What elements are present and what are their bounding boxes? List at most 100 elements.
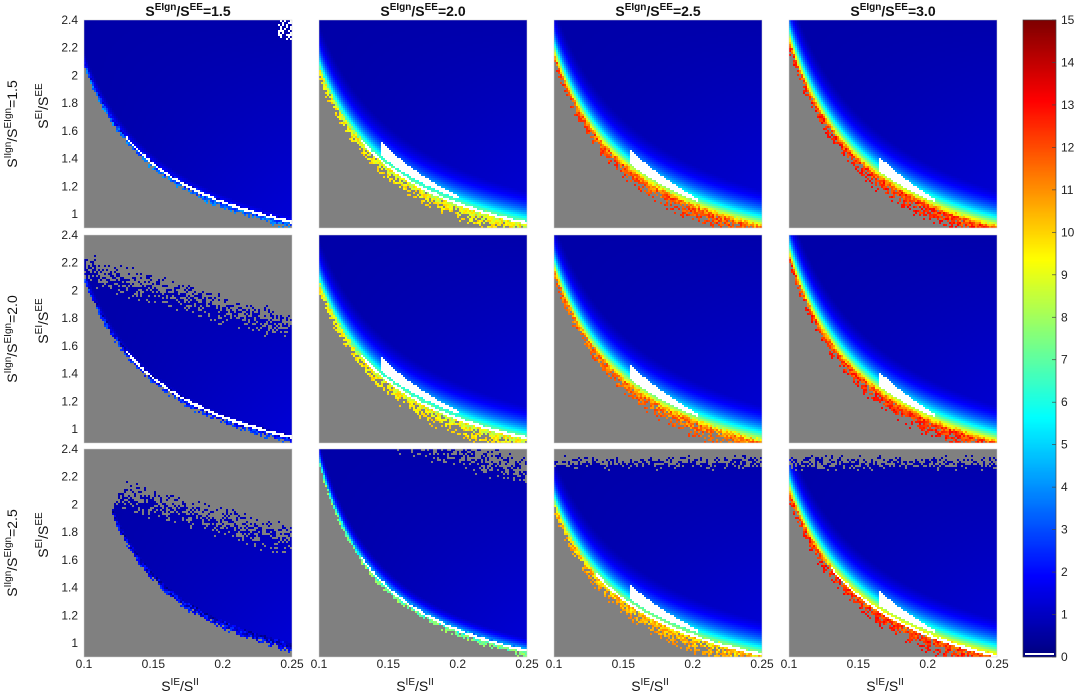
y-tick-label: 1.8 — [61, 96, 78, 110]
heatmap-image — [84, 235, 292, 443]
panel-frame — [318, 19, 528, 229]
column-title-2: SEIgn/SEE=2.0 — [380, 2, 465, 19]
panel-r3-c2 — [318, 448, 528, 658]
colorbar-tick-label: 8 — [1061, 310, 1068, 324]
heatmap-image — [789, 449, 997, 657]
y-tick-label: 1.4 — [61, 367, 78, 381]
panel-r1-c4 — [788, 19, 998, 229]
x-tick-label: 0.2 — [684, 657, 701, 671]
y-tick-label: 2.4 — [61, 442, 78, 456]
colorbar-tick-label: 11 — [1061, 183, 1074, 197]
row-title-1: SIIgn/SEIgn=1.5 — [3, 80, 20, 168]
colorbar-tick-label: 10 — [1061, 225, 1075, 239]
x-tick-label: 0.1 — [311, 657, 328, 671]
y-tick-label: 2.2 — [61, 256, 78, 270]
y-tick-label: 2.2 — [61, 41, 78, 55]
x-tick-label: 0.15 — [847, 657, 871, 671]
y-tick-label: 1.4 — [61, 152, 78, 166]
y-tick-label: 2 — [71, 497, 78, 511]
x-tick-label: 0.25 — [515, 657, 539, 671]
panel-frame — [788, 234, 998, 444]
panel-r3-c3 — [553, 448, 763, 658]
x-tick-label: 0.2 — [214, 657, 231, 671]
y-tick-label: 2 — [71, 68, 78, 82]
colorbar-tick-label: 7 — [1061, 353, 1068, 367]
colorbar-tick-label: 4 — [1061, 480, 1068, 494]
heatmap-image — [319, 449, 527, 657]
heatmap-image — [554, 449, 762, 657]
panel-r1-c3 — [553, 19, 763, 229]
y-tick-label: 1.6 — [61, 553, 78, 567]
panel-frame — [318, 234, 528, 444]
panel-r2-c2 — [318, 234, 528, 444]
y-tick-label: 2.2 — [61, 470, 78, 484]
x-tick-label: 0.15 — [377, 657, 401, 671]
panel-frame — [788, 448, 998, 658]
row-title-2: SIIgn/SEIgn=2.0 — [3, 295, 20, 383]
y-axis-label-1: SEI/SEE — [34, 83, 51, 129]
colorbar-tick-label: 14 — [1061, 55, 1075, 69]
x-tick-label: 0.1 — [76, 657, 93, 671]
y-tick-label: 2 — [71, 283, 78, 297]
colorbar-tick-label: 0 — [1061, 650, 1068, 664]
y-tick-label: 1.6 — [61, 339, 78, 353]
y-tick-label: 2.4 — [61, 228, 78, 242]
x-tick-label: 0.1 — [781, 657, 798, 671]
x-tick-label: 0.25 — [985, 657, 1009, 671]
x-tick-label: 0.2 — [449, 657, 466, 671]
panel-frame — [83, 19, 293, 229]
y-tick-label: 1.8 — [61, 311, 78, 325]
panel-frame — [83, 234, 293, 444]
x-tick-label: 0.25 — [750, 657, 774, 671]
panel-frame — [83, 448, 293, 658]
colorbar-frame — [1022, 19, 1057, 658]
heatmap-image — [319, 235, 527, 443]
colorbar-tick-label: 12 — [1061, 140, 1075, 154]
heatmap-image — [789, 20, 997, 228]
x-tick-label: 0.15 — [142, 657, 166, 671]
colorbar-tick-label: 15 — [1061, 13, 1075, 27]
y-tick-label: 1 — [71, 207, 78, 221]
heatmap-image — [84, 449, 292, 657]
x-tick-label: 0.25 — [280, 657, 304, 671]
x-axis-label-3: SIE/SII — [631, 677, 669, 694]
panels-group — [83, 19, 998, 658]
y-tick-label: 1.4 — [61, 581, 78, 595]
panel-frame — [318, 448, 528, 658]
colorbar-tick-label: 6 — [1061, 395, 1068, 409]
y-tick-label: 1.6 — [61, 124, 78, 138]
colorbar-tick-label: 9 — [1061, 268, 1068, 282]
y-tick-label: 2.4 — [61, 13, 78, 27]
panel-r1-c1 — [83, 19, 293, 229]
panel-frame — [553, 19, 763, 229]
y-tick-label: 1 — [71, 422, 78, 436]
y-tick-label: 1.8 — [61, 525, 78, 539]
x-axis-label-4: SIE/SII — [866, 677, 904, 694]
panel-frame — [553, 448, 763, 658]
y-tick-label: 1.2 — [61, 394, 78, 408]
y-tick-label: 1 — [71, 636, 78, 650]
colorbar-tick-label: 2 — [1061, 565, 1068, 579]
panel-frame — [788, 19, 998, 229]
column-title-3: SEIgn/SEE=2.5 — [615, 2, 700, 19]
panel-r3-c1 — [83, 448, 293, 658]
x-tick-label: 0.2 — [919, 657, 936, 671]
panel-r2-c1 — [83, 234, 293, 444]
x-axis-label-1: SIE/SII — [161, 677, 199, 694]
panel-frame — [553, 234, 763, 444]
x-tick-label: 0.1 — [546, 657, 563, 671]
colorbar-white-marker — [1025, 653, 1054, 655]
colorbar-tick-label: 13 — [1061, 98, 1075, 112]
row-title-3: SIIgn/SEIgn=2.5 — [3, 509, 20, 597]
column-title-1: SEIgn/SEE=1.5 — [145, 2, 230, 19]
y-axis-label-2: SEI/SEE — [34, 298, 51, 344]
panel-r2-c3 — [553, 234, 763, 444]
y-tick-label: 1.2 — [61, 179, 78, 193]
colorbar-tick-label: 5 — [1061, 438, 1068, 452]
y-axis-label-3: SEI/SEE — [34, 512, 51, 558]
heatmap-image — [319, 20, 527, 228]
colorbar-tick-label: 1 — [1061, 608, 1068, 622]
panel-r3-c4 — [788, 448, 998, 658]
